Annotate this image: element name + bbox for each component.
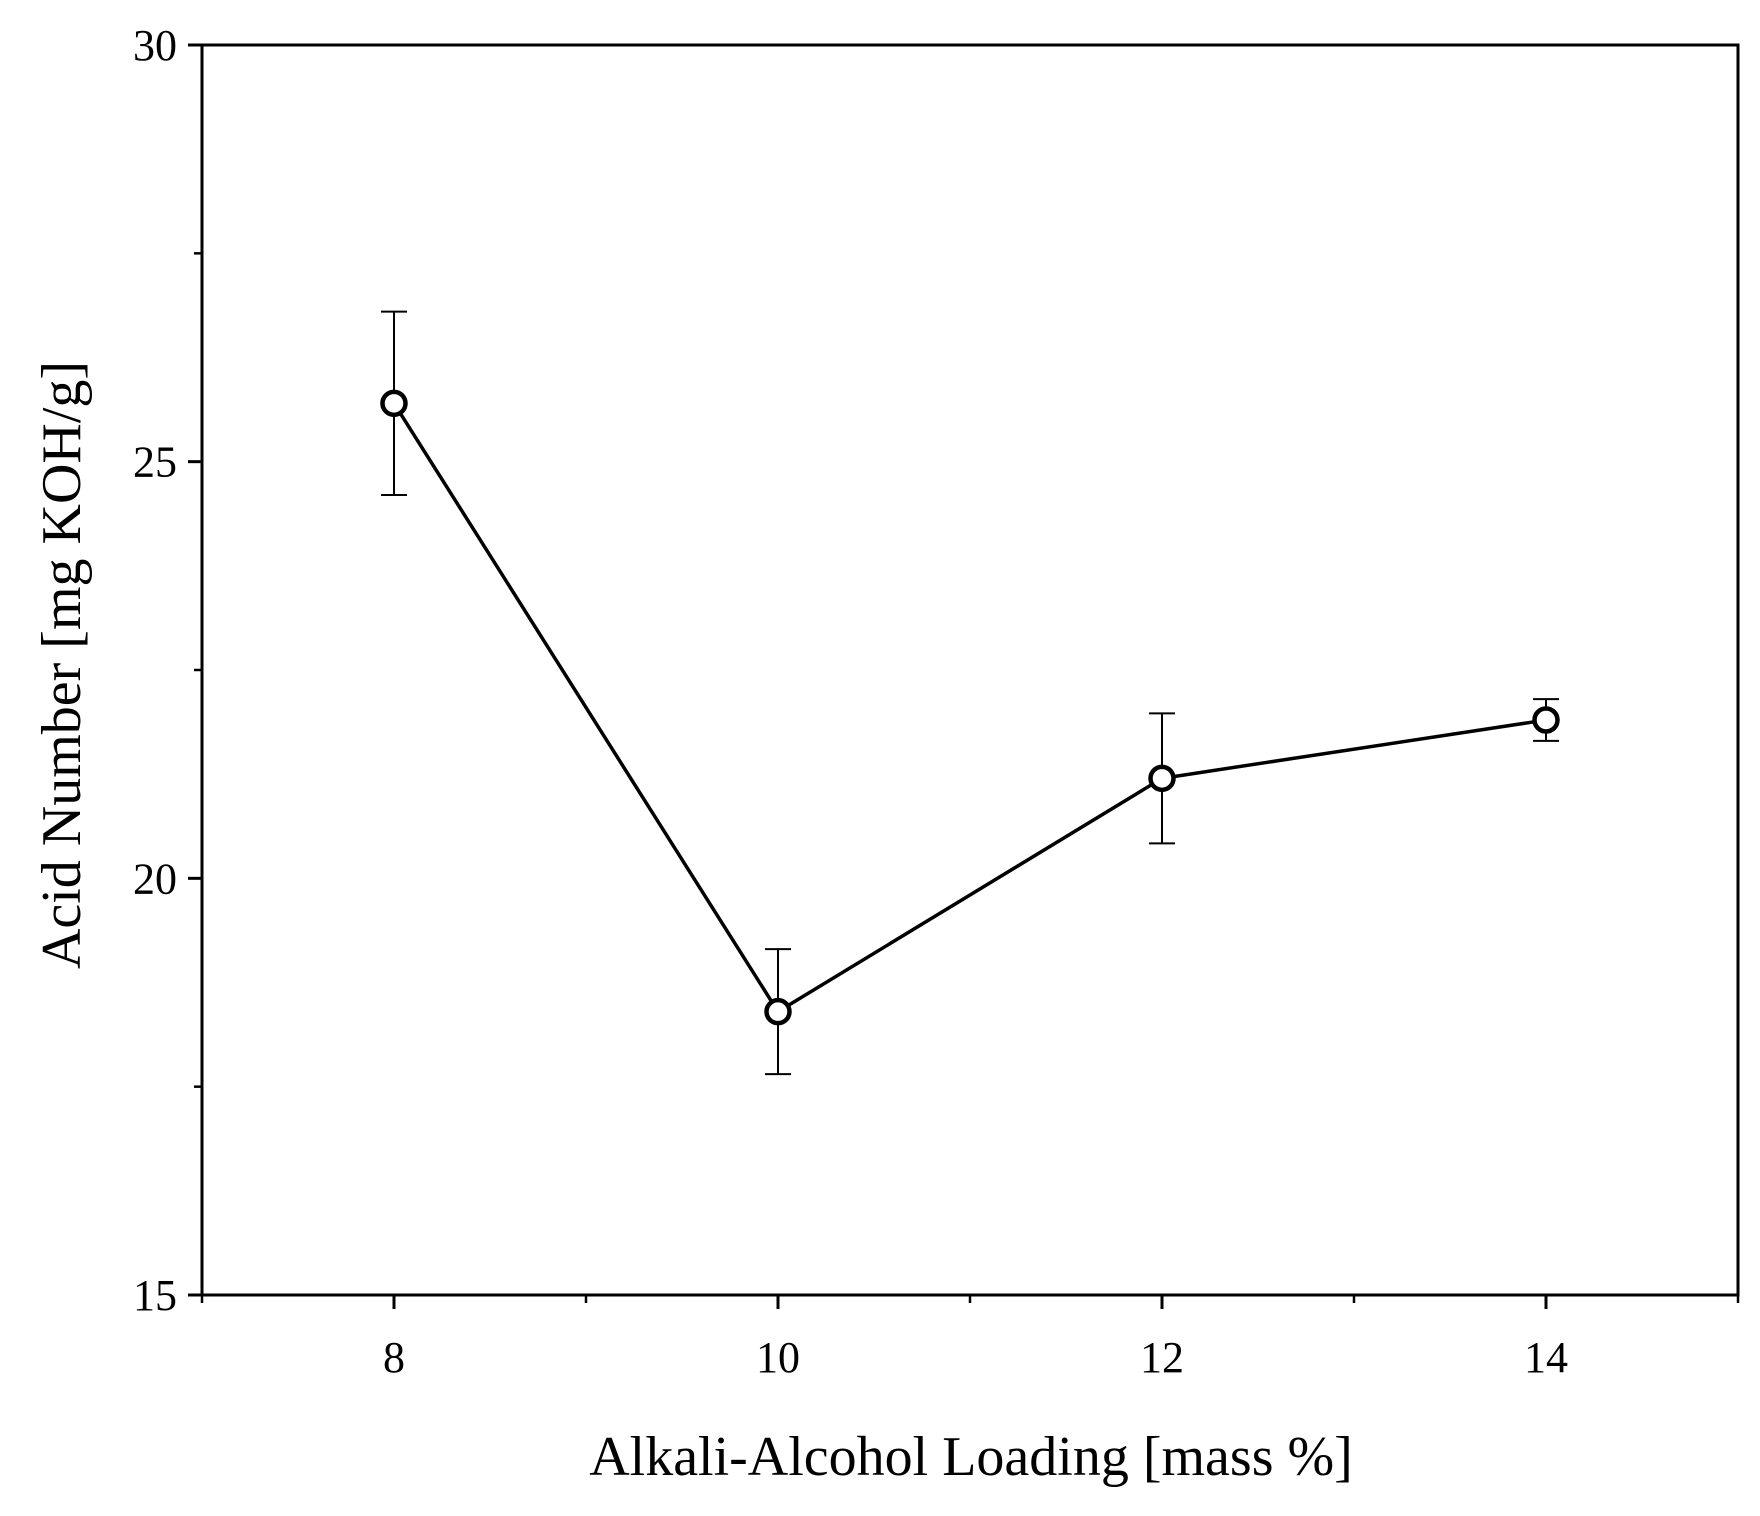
data-point [1532, 706, 1560, 734]
x-tick-label: 14 [1524, 1333, 1568, 1382]
plot-frame [200, 43, 1740, 1297]
axes: 8 10 12 14 15 20 25 30 [133, 21, 1740, 1382]
data-point [764, 997, 792, 1026]
data-point [1148, 764, 1176, 793]
data-layer [380, 310, 1560, 1076]
series-line [392, 402, 1547, 1014]
x-tick-label: 8 [383, 1333, 405, 1382]
y-tick-label: 30 [133, 21, 177, 70]
data-point [380, 389, 408, 418]
x-axis-title: Alkali-Alcohol Loading [mass %] [589, 1426, 1353, 1488]
x-tick-label: 12 [1140, 1333, 1184, 1382]
x-tick-label: 10 [756, 1333, 800, 1382]
y-tick-label: 15 [133, 1271, 177, 1320]
y-tick-label: 20 [133, 854, 177, 903]
y-axis-title: Acid Number [mg KOH/g] [31, 361, 93, 969]
y-tick-label: 25 [133, 438, 177, 487]
